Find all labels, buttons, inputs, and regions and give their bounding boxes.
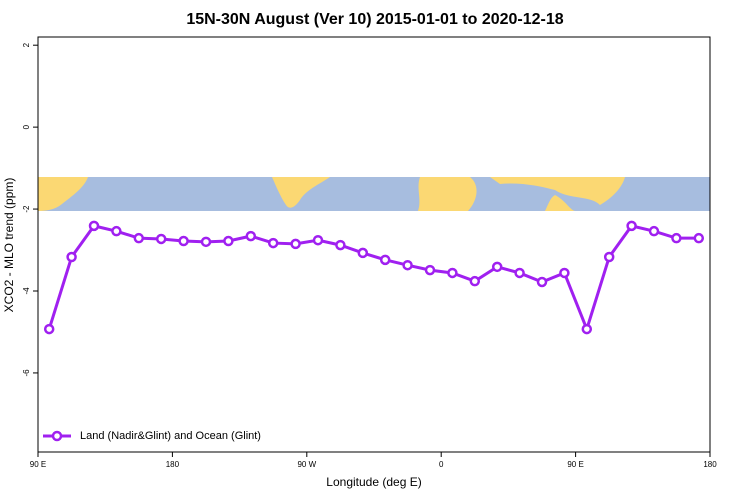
y-tick-label: 0 [22,124,31,129]
x-tick-label: 90 E [567,460,583,469]
plot-frame [37,36,711,453]
point [671,232,682,244]
point [424,264,436,276]
y-axis-label: XCO2 - MLO trend (ppm) [2,178,16,313]
x-axis-label: Longitude (deg E) [326,475,421,489]
point [514,267,525,279]
y-tick-label: -4 [22,287,31,295]
point [379,254,391,266]
point [290,238,301,250]
point [603,251,615,263]
point [223,235,234,247]
point [267,237,279,249]
point [536,276,548,288]
point [133,232,145,244]
point [357,247,369,259]
point [335,239,346,251]
point [200,236,212,248]
point [491,261,503,273]
map-band [38,177,710,211]
point [178,235,189,247]
x-tick-label: 90 E [30,460,46,469]
point [402,259,413,271]
point [693,232,705,244]
x-tick-label: 0 [439,460,444,469]
point [469,275,481,287]
point [245,230,257,242]
point [626,220,637,232]
series-line [47,224,699,334]
legend-label: Land (Nadir&Glint) and Ocean (Glint) [80,430,261,442]
point [648,225,660,237]
x-tick-label: 180 [703,460,717,469]
y-tick-label: -6 [22,369,31,377]
legend-marker [51,430,63,442]
point [43,323,55,335]
point [581,323,593,335]
point [88,220,100,232]
chart-title: 15N-30N August (Ver 10) 2015-01-01 to 20… [186,11,563,28]
point [447,267,458,279]
y-tick-label: 2 [22,42,31,47]
x-tick-label: 90 W [297,460,316,469]
point [559,267,570,279]
point [66,251,77,263]
x-tick-label: 180 [166,460,180,469]
point [111,225,122,237]
y-tick-label: -2 [22,205,31,213]
point [155,233,167,245]
point [312,234,324,246]
